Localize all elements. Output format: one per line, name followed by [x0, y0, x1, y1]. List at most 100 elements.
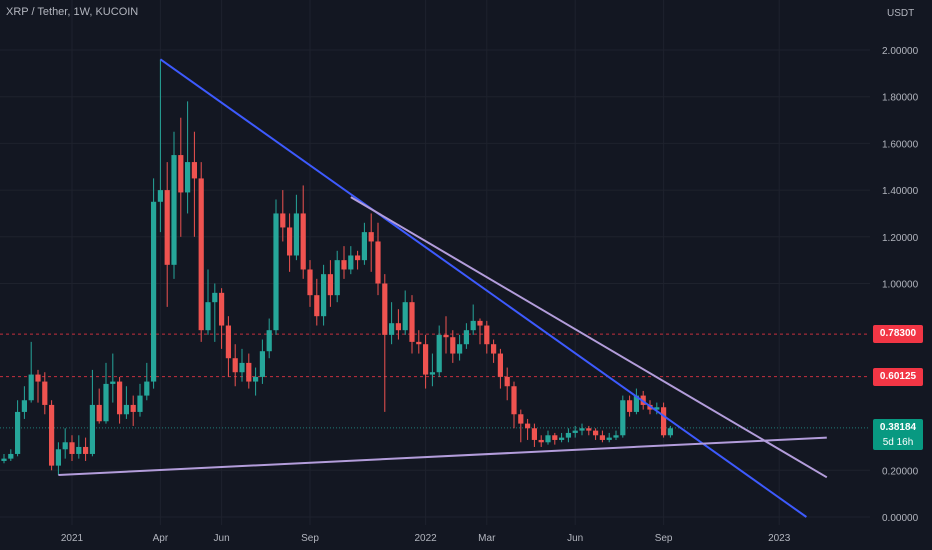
candle-body — [130, 404, 136, 412]
candle-body — [599, 435, 605, 440]
candle-body — [531, 428, 537, 440]
candle-body — [518, 414, 524, 424]
candle — [627, 395, 633, 417]
candle-body — [654, 407, 660, 410]
candle-body — [565, 432, 571, 438]
candle — [144, 362, 150, 401]
candle — [470, 304, 476, 335]
candle — [28, 341, 34, 403]
candle — [565, 428, 571, 443]
candle — [531, 423, 537, 447]
candle — [83, 437, 89, 461]
candle — [1, 453, 7, 464]
price-tag-last: 0.38184 — [873, 418, 923, 437]
candle-body — [341, 260, 347, 270]
time-axis: 2021 Apr Jun Sep 2022 Mar Jun Sep 2023 — [0, 525, 870, 550]
candle-body — [402, 302, 408, 331]
candle-body — [552, 435, 558, 440]
candle — [164, 162, 170, 307]
candle — [212, 283, 218, 342]
time-tick-label: Apr — [153, 533, 169, 544]
price-tag-0.60125: 0.60125 — [873, 367, 923, 386]
candle-body — [457, 344, 463, 354]
time-tick-label: Sep — [301, 533, 319, 544]
candle-body — [253, 376, 259, 382]
candle — [525, 418, 531, 440]
candle — [130, 395, 136, 426]
candle — [137, 383, 143, 417]
candle-body — [661, 407, 667, 436]
candle — [559, 432, 565, 443]
trendline-purple — [58, 436, 827, 476]
candle-body — [484, 325, 490, 345]
candle-body — [49, 404, 55, 466]
time-tick-label: Sep — [655, 533, 673, 544]
candle-body — [259, 351, 265, 377]
candle — [667, 425, 673, 438]
candle — [654, 402, 660, 415]
candle-body — [361, 232, 367, 261]
candle-body — [593, 430, 599, 436]
candle — [314, 278, 320, 326]
candle-body — [280, 213, 286, 228]
candle-body — [307, 269, 313, 296]
price-axis-bg — [870, 0, 932, 550]
candle — [42, 372, 48, 415]
candle — [368, 213, 374, 272]
candle-body — [83, 446, 89, 454]
candle — [599, 430, 605, 443]
candle — [620, 395, 626, 438]
candle-body — [205, 302, 211, 331]
candle — [205, 269, 211, 335]
candle — [123, 386, 129, 419]
candle — [572, 425, 578, 438]
candle-body — [89, 404, 95, 454]
candle-body — [321, 274, 327, 317]
time-tick-label: Mar — [478, 533, 496, 544]
price-tick-label: 1.40000 — [882, 186, 919, 197]
candle-body — [35, 374, 41, 382]
price-tick-label: 0.00000 — [882, 513, 919, 524]
candle — [89, 369, 95, 457]
candle — [232, 344, 238, 387]
candle — [185, 101, 191, 214]
time-tick-label: 2023 — [768, 533, 791, 544]
candle — [334, 250, 340, 303]
price-tick-label: 1.20000 — [882, 233, 919, 244]
candle — [436, 325, 442, 377]
candle — [633, 388, 639, 415]
candle-body — [21, 400, 27, 412]
candle — [300, 185, 306, 279]
candle-body — [477, 320, 483, 326]
candle-body — [443, 334, 449, 338]
trendline-blue — [159, 58, 807, 518]
candle-body — [76, 446, 82, 454]
candle — [497, 348, 503, 389]
candle — [579, 423, 585, 436]
price-levels — [0, 333, 870, 429]
candle-body — [144, 381, 150, 396]
candle — [586, 425, 592, 436]
candle-body — [327, 274, 333, 296]
candle — [287, 213, 293, 272]
candle-body — [246, 362, 252, 382]
candle — [253, 367, 259, 396]
candle-body — [463, 330, 469, 345]
candle-body — [239, 362, 245, 373]
candle — [389, 302, 395, 345]
price-tick-label: 0.20000 — [882, 466, 919, 477]
time-tick-label: Jun — [214, 533, 230, 544]
chart-grid — [0, 0, 870, 525]
candle-body — [375, 241, 381, 284]
candle-body — [382, 283, 388, 335]
candle-body — [429, 372, 435, 375]
candle — [518, 409, 524, 443]
candle — [457, 334, 463, 361]
candle — [484, 320, 490, 354]
candle-body — [450, 337, 456, 354]
candle — [327, 260, 333, 307]
candle — [246, 353, 252, 389]
candle-body — [334, 260, 340, 296]
candle — [8, 449, 14, 461]
